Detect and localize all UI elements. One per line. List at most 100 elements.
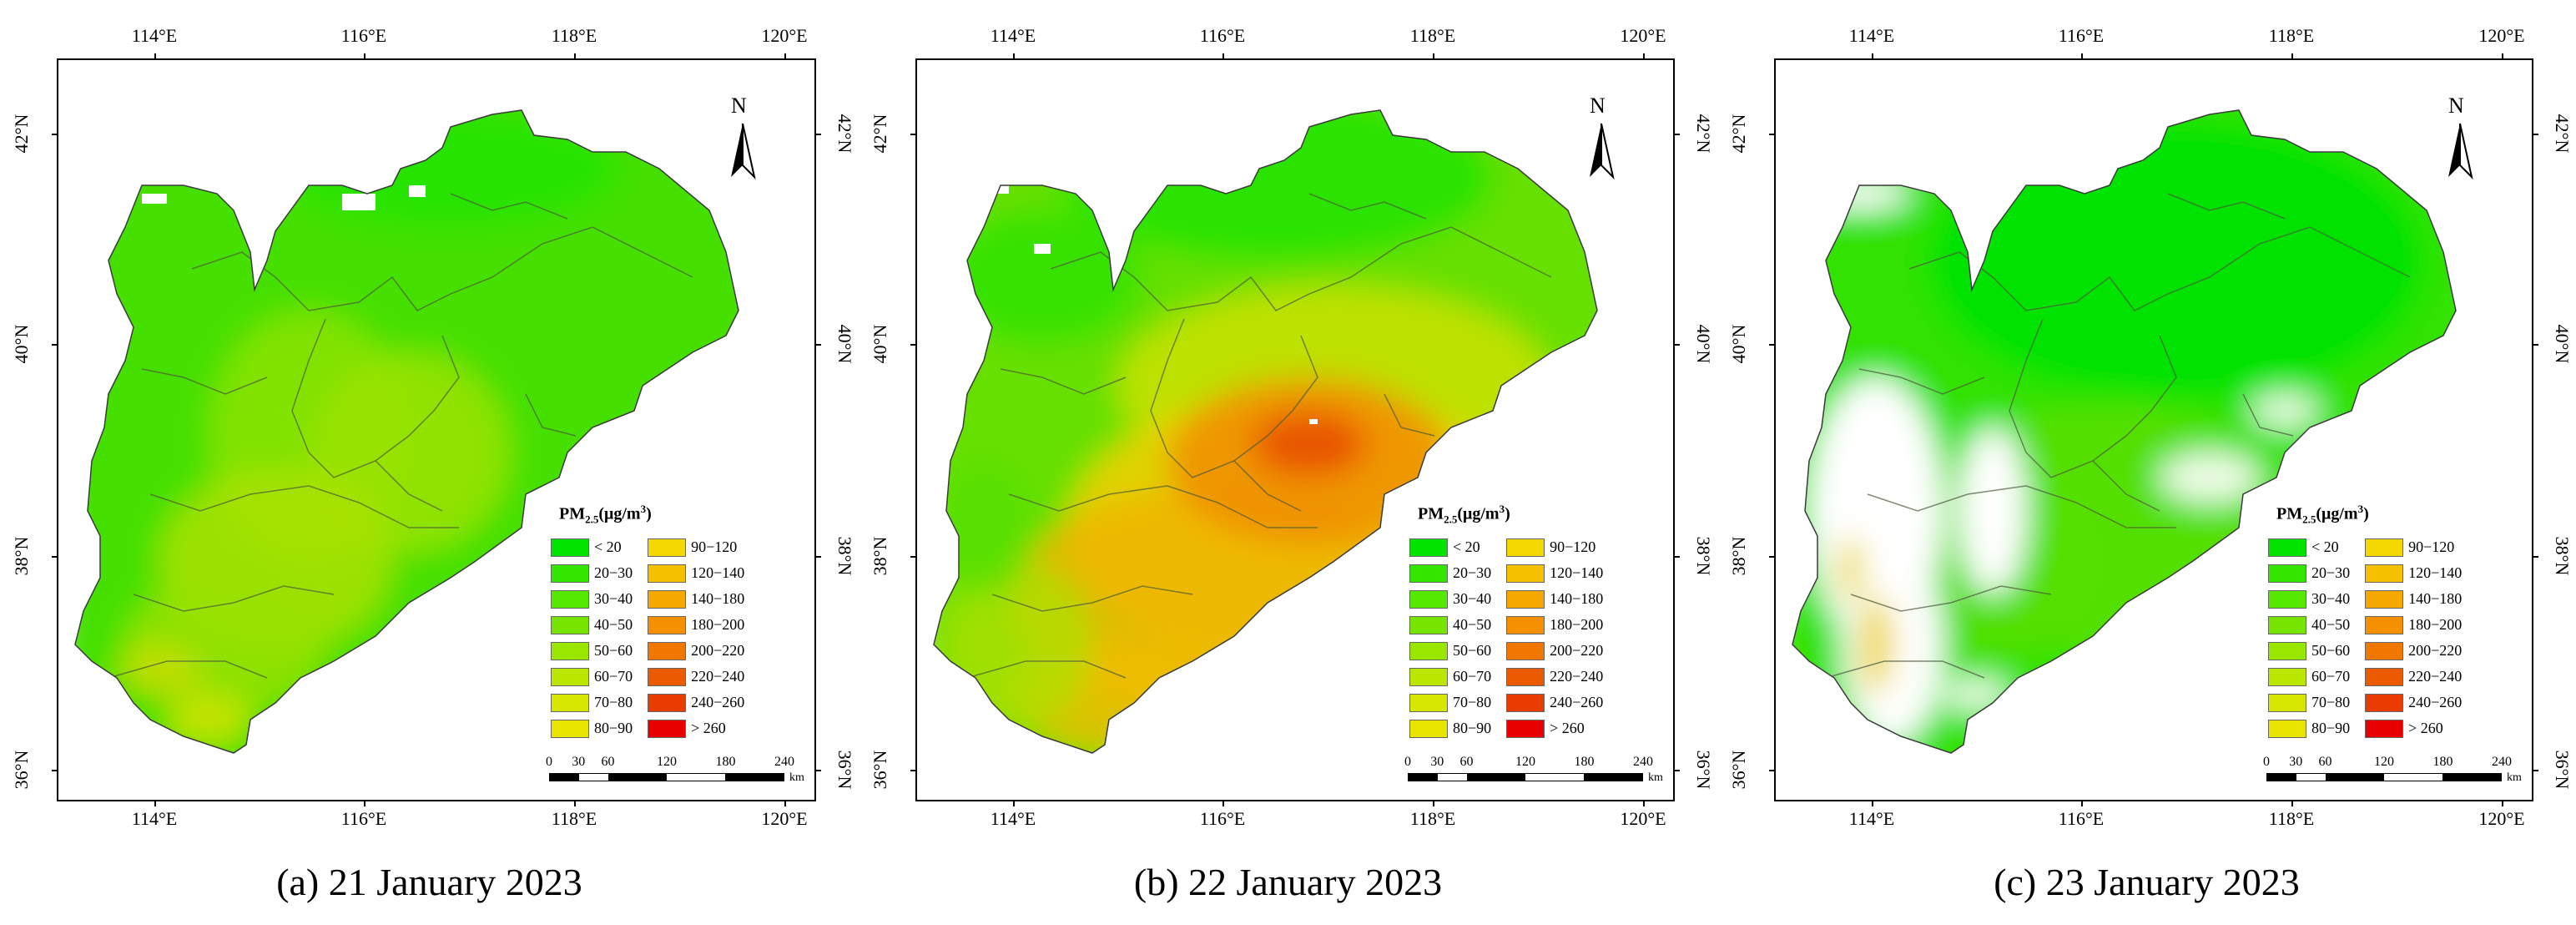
legend-label: > 260 — [691, 720, 726, 737]
latitude-label: 36°N — [2552, 750, 2573, 790]
legend-swatch — [648, 538, 687, 557]
legend-item: 120−140 — [2365, 563, 2462, 584]
legend-swatch — [2268, 641, 2306, 660]
legend-swatch — [2365, 641, 2404, 660]
province-boundary — [525, 393, 577, 437]
legend-label: 140−180 — [691, 590, 745, 608]
legend-label: > 260 — [1550, 720, 1585, 737]
legend-item: 220−240 — [648, 666, 744, 688]
scale-label: 0 — [546, 755, 552, 769]
tick-mark — [910, 344, 915, 346]
province-boundary — [1908, 226, 2411, 311]
legend-swatch — [2268, 719, 2306, 738]
legend-swatch — [1409, 641, 1448, 660]
map-panel-c: N PM2.5(μg/m3) < 20 20−30 30−40 40−50 50−60 6… — [1717, 0, 2576, 925]
legend-item: 40−50 — [551, 614, 633, 636]
legend-label: 180−200 — [691, 616, 745, 634]
longitude-label: 116°E — [1199, 25, 1246, 46]
longitude-label: 116°E — [340, 808, 387, 829]
legend-label: 140−180 — [1550, 590, 1604, 608]
latitude-label: 36°N — [1728, 750, 1749, 790]
province-boundary — [133, 585, 335, 612]
province-boundary — [291, 318, 460, 478]
legend-item: 80−90 — [2268, 718, 2350, 740]
legend-swatch — [2365, 693, 2404, 712]
legend-item: 70−80 — [1409, 692, 1491, 714]
legend-label: 50−60 — [1453, 642, 1492, 660]
tick-mark — [1675, 344, 1680, 346]
legend-item: 60−70 — [2268, 666, 2350, 688]
legend-item: 90−120 — [2365, 537, 2462, 559]
latitude-label: 38°N — [11, 536, 32, 576]
scale-unit: km — [2507, 771, 2522, 784]
legend-item: 200−220 — [1506, 640, 1603, 662]
legend-label: 220−240 — [1550, 668, 1604, 685]
north-label: N — [2448, 94, 2464, 118]
province-boundary — [991, 585, 1193, 612]
longitude-label: 114°E — [990, 808, 1036, 829]
tick-mark — [364, 801, 365, 806]
legend-label: < 20 — [2311, 538, 2339, 556]
scale-label: 180 — [1574, 755, 1595, 769]
legend-item: 240−260 — [1506, 692, 1603, 714]
legend-swatch — [1409, 615, 1448, 634]
legend-swatch — [1506, 538, 1545, 557]
tick-mark — [1013, 53, 1015, 58]
longitude-label: 114°E — [1848, 808, 1895, 829]
longitude-label: 118°E — [2268, 808, 2315, 829]
scale-segment — [1409, 774, 1438, 781]
legend-item: 180−200 — [2365, 614, 2462, 636]
legend-swatch — [1409, 589, 1448, 609]
latitude-label: 38°N — [1728, 536, 1749, 576]
legend-swatch — [551, 589, 589, 609]
legend-swatch — [648, 667, 687, 686]
legend-item: 220−240 — [2365, 666, 2462, 688]
legend-swatch — [2365, 667, 2404, 686]
legend-item: 70−80 — [551, 692, 633, 714]
legend-swatch — [2268, 538, 2306, 557]
legend-item: 60−70 — [1409, 666, 1491, 688]
legend-label: 80−90 — [1453, 720, 1492, 737]
legend-label: 120−140 — [2408, 564, 2463, 582]
legend-swatch — [551, 719, 589, 738]
tick-mark — [816, 556, 821, 558]
tick-mark — [1769, 770, 1774, 771]
legend-swatch — [551, 564, 589, 583]
longitude-label: 120°E — [1620, 25, 1666, 46]
north-arrow-icon: N — [718, 94, 768, 185]
province-boundary — [1308, 193, 1427, 220]
pm25-map — [1792, 109, 2457, 754]
legend-label: 20−30 — [2311, 564, 2351, 582]
scale-unit: km — [1648, 771, 1663, 784]
legend-item: 70−80 — [2268, 692, 2350, 714]
tick-mark — [1643, 53, 1645, 58]
map-panel-b: N PM2.5(μg/m3) < 20 20−30 30−40 40−50 50−60 6… — [859, 0, 1717, 925]
legend-label: 90−120 — [1550, 538, 1596, 556]
province-boundary — [1050, 226, 1552, 311]
legend-item: > 260 — [2365, 718, 2462, 740]
north-label: N — [731, 94, 747, 118]
legend-column-right: 90−120 120−140 140−180 180−200 200−220 220−24… — [648, 537, 744, 740]
latitude-label: 42°N — [1728, 114, 1749, 154]
latitude-label: 36°N — [834, 750, 855, 790]
scale-segment — [725, 774, 784, 781]
legend-swatch — [1506, 589, 1545, 609]
latitude-label: 42°N — [1693, 114, 1714, 154]
latitude-label: 38°N — [2552, 536, 2573, 576]
legend-swatch — [1506, 615, 1545, 634]
tick-mark — [364, 53, 365, 58]
legend-item: < 20 — [2268, 537, 2350, 559]
legend-item: 200−220 — [648, 640, 744, 662]
tick-mark — [816, 770, 821, 771]
scale-segment — [2442, 774, 2501, 781]
tick-mark — [1675, 770, 1680, 771]
scale-label: 180 — [715, 755, 736, 769]
legend-item: 120−140 — [1506, 563, 1603, 584]
legend-label: 20−30 — [1453, 564, 1492, 582]
tick-mark — [1769, 556, 1774, 558]
legend-swatch — [551, 693, 589, 712]
legend-label: 180−200 — [2408, 616, 2463, 634]
legend-item: 80−90 — [551, 718, 633, 740]
legend-title: PM2.5(μg/m3) — [1418, 503, 1510, 526]
legend-column-left: < 20 20−30 30−40 40−50 50−60 60−70 70−80 80−90 — [551, 537, 633, 740]
